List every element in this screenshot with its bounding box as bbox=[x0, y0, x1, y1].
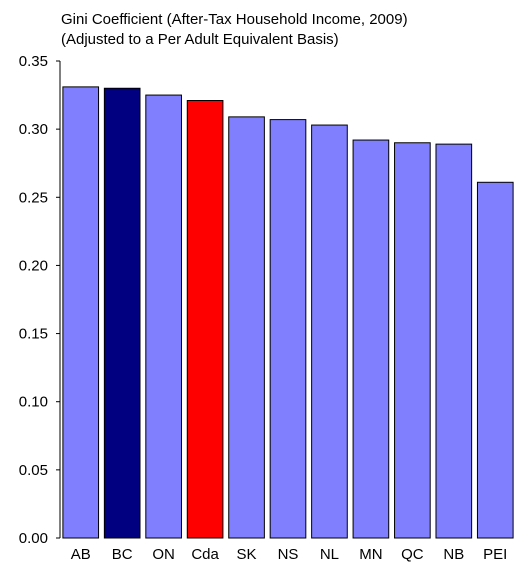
y-tick-label: 0.00 bbox=[19, 530, 48, 547]
bar-sk bbox=[228, 116, 265, 539]
x-tick-label-nb: NB bbox=[443, 546, 464, 562]
bar-cda bbox=[186, 100, 224, 539]
bars-group bbox=[62, 86, 514, 539]
chart-subtitle: (Adjusted to a Per Adult Equivalent Basi… bbox=[61, 31, 339, 48]
x-tick-label-ab: AB bbox=[71, 546, 91, 562]
y-tick-label: 0.25 bbox=[19, 189, 48, 206]
y-tick-label: 0.05 bbox=[19, 462, 48, 479]
x-tick-label-pei: PEI bbox=[483, 546, 507, 562]
bar-mn bbox=[352, 139, 390, 539]
y-tick-label: 0.20 bbox=[19, 257, 48, 274]
bar-on bbox=[145, 94, 182, 539]
x-axis: AB BC ON Cda SK NS NL MN QC NB PEI bbox=[71, 546, 508, 562]
y-tick-label: 0.10 bbox=[19, 394, 48, 411]
x-tick-label-cda: Cda bbox=[191, 546, 219, 562]
bar-bc bbox=[103, 87, 141, 539]
y-tick-label: 0.30 bbox=[19, 121, 48, 138]
bar-ns bbox=[269, 119, 307, 539]
bar-ab bbox=[62, 86, 100, 539]
y-tick-label: 0.15 bbox=[19, 326, 48, 343]
x-tick-label-nl: NL bbox=[320, 546, 339, 562]
chart-title: Gini Coefficient (After-Tax Household In… bbox=[61, 11, 408, 28]
x-tick-label-bc: BC bbox=[112, 546, 133, 562]
x-tick-label-sk: SK bbox=[237, 546, 257, 562]
y-axis: 0.00 0.05 0.10 0.15 0.20 0.25 0.30 0.35 bbox=[19, 53, 61, 547]
bar-nb bbox=[435, 143, 473, 539]
bar-nl bbox=[311, 124, 348, 539]
x-tick-label-mn: MN bbox=[359, 546, 382, 562]
x-tick-label-qc: QC bbox=[401, 546, 424, 562]
x-tick-label-on: ON bbox=[152, 546, 175, 562]
bar-qc bbox=[394, 142, 431, 539]
bar-pei bbox=[476, 181, 514, 539]
x-tick-label-ns: NS bbox=[278, 546, 299, 562]
y-tick-label: 0.35 bbox=[19, 53, 48, 70]
